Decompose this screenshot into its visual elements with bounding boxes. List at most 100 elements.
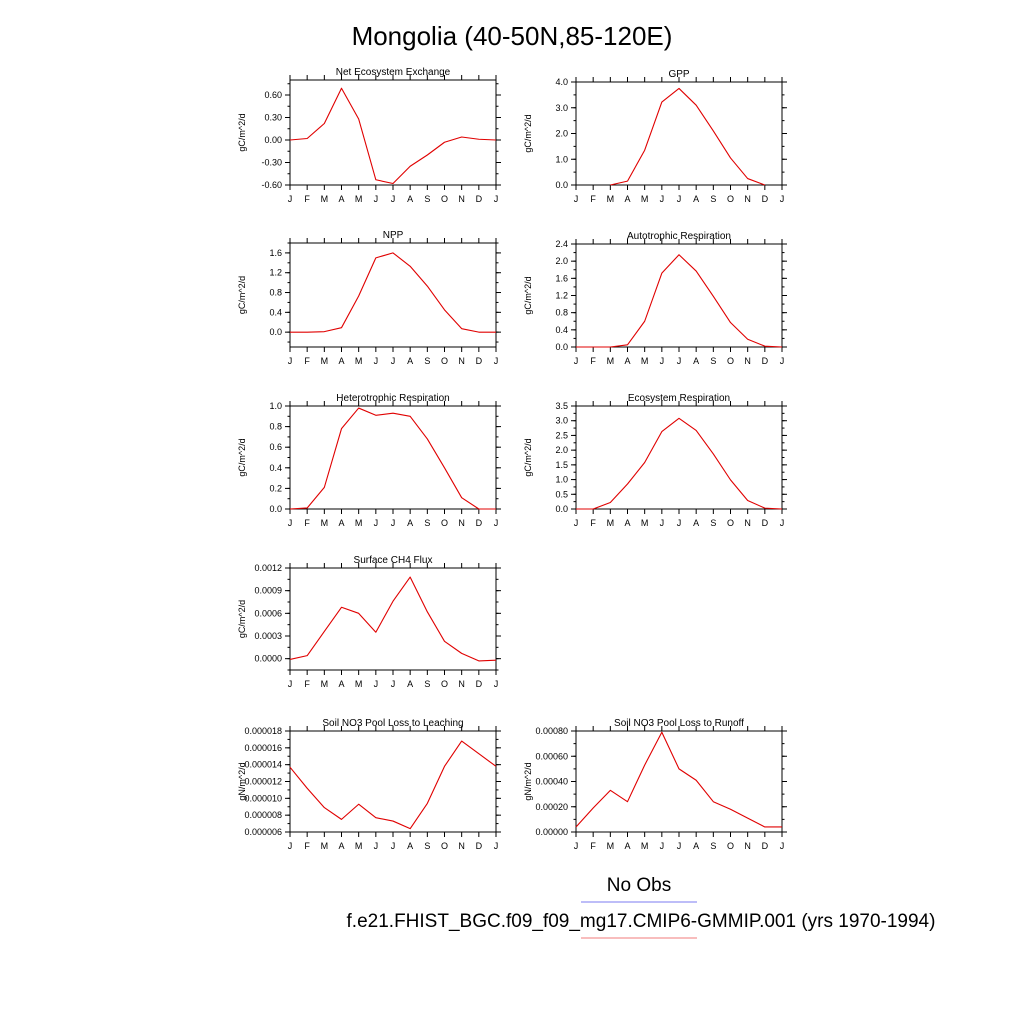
x-tick-label: A (624, 356, 630, 366)
y-axis-label: gC/m^2/d (523, 438, 533, 476)
x-tick-label: M (641, 194, 649, 204)
y-tick-label: 3.5 (555, 401, 568, 411)
x-tick-label: J (288, 518, 293, 528)
y-tick-label: 0.8 (269, 422, 282, 432)
panel-title: GPP (668, 69, 689, 80)
x-tick-label: J (391, 194, 396, 204)
x-tick-label: J (574, 356, 579, 366)
x-tick-label: D (476, 679, 483, 689)
plot-frame (575, 81, 783, 186)
y-tick-label: 0.4 (555, 325, 568, 335)
plot-frame (289, 405, 497, 510)
x-tick-label: M (321, 518, 329, 528)
x-tick-label: J (574, 841, 579, 851)
x-tick-label: S (424, 194, 430, 204)
y-tick-label: 0.000008 (244, 810, 282, 820)
y-tick-label: 0.2 (269, 483, 282, 493)
x-tick-label: J (391, 518, 396, 528)
x-tick-label: J (574, 518, 579, 528)
x-tick-label: N (458, 356, 465, 366)
x-tick-label: A (624, 841, 630, 851)
plot-frame (575, 243, 783, 348)
panel-title: Net Ecosystem Exchange (336, 67, 451, 78)
y-tick-label: 0.000018 (244, 726, 282, 736)
x-tick-label: J (374, 356, 379, 366)
x-tick-label: D (762, 194, 769, 204)
series-line (576, 417, 783, 510)
main-title: Mongolia (40-50N,85-120E) (352, 21, 673, 51)
series-line (290, 252, 496, 333)
y-tick-label: 0.00080 (535, 726, 568, 736)
y-tick-label: 0.0012 (254, 563, 282, 573)
x-tick-label: J (494, 679, 499, 689)
x-tick-label: M (641, 841, 649, 851)
series-line (289, 740, 497, 830)
x-tick-label: N (458, 679, 465, 689)
panel-title: Soil NO3 Pool Loss to Leaching (322, 718, 463, 729)
x-tick-label: F (304, 356, 310, 366)
y-tick-label: 1.0 (555, 475, 568, 485)
x-tick-label: S (710, 194, 716, 204)
x-tick-label: J (494, 194, 499, 204)
x-tick-label: D (476, 356, 483, 366)
y-tick-label: 0.4 (269, 463, 282, 473)
x-tick-label: A (407, 679, 413, 689)
x-tick-label: N (744, 841, 751, 851)
x-tick-label: N (744, 518, 751, 528)
y-tick-label: 0.5 (555, 489, 568, 499)
x-tick-label: D (762, 518, 769, 528)
plot-frame (575, 730, 783, 833)
x-tick-label: D (762, 356, 769, 366)
x-tick-label: A (338, 518, 344, 528)
y-tick-label: 0.30 (264, 113, 282, 123)
x-tick-label: N (744, 356, 751, 366)
y-tick-label: 0.0 (555, 342, 568, 352)
x-tick-label: A (693, 841, 699, 851)
y-axis-label: gC/m^2/d (237, 276, 247, 314)
x-tick-label: O (727, 356, 734, 366)
panel-title: Soil NO3 Pool Loss to Runoff (614, 718, 744, 729)
x-tick-label: A (338, 841, 344, 851)
x-tick-label: M (607, 518, 615, 528)
legend: No Obs f.e21.FHIST_BGC.f09_f09_mg17.CMIP… (347, 875, 935, 939)
y-tick-label: 0.00040 (535, 777, 568, 787)
y-tick-label: 1.5 (555, 460, 568, 470)
y-tick-label: 0.0003 (254, 631, 282, 641)
y-tick-label: -0.60 (261, 180, 282, 190)
y-tick-label: 2.5 (555, 430, 568, 440)
x-tick-label: O (727, 841, 734, 851)
x-tick-label: O (441, 356, 448, 366)
x-tick-label: A (624, 518, 630, 528)
x-tick-label: N (744, 194, 751, 204)
y-tick-label: 0.0009 (254, 586, 282, 596)
x-tick-label: J (288, 841, 293, 851)
series-line (610, 87, 766, 186)
y-tick-label: 0.00 (264, 135, 282, 145)
x-tick-label: J (374, 679, 379, 689)
x-tick-label: J (780, 194, 785, 204)
y-tick-label: 0.8 (269, 288, 282, 298)
y-tick-label: 1.6 (555, 273, 568, 283)
panel-title: Surface CH4 Flux (354, 555, 433, 566)
y-tick-label: 0.0 (555, 180, 568, 190)
x-tick-label: M (321, 194, 329, 204)
x-tick-label: J (677, 194, 682, 204)
x-tick-label: J (677, 356, 682, 366)
x-tick-label: S (710, 518, 716, 528)
x-tick-label: M (321, 841, 329, 851)
x-tick-label: J (660, 518, 665, 528)
x-tick-label: F (304, 679, 310, 689)
series-line (289, 576, 497, 662)
x-tick-label: M (607, 841, 615, 851)
y-tick-label: 0.0000 (254, 654, 282, 664)
y-tick-label: 3.0 (555, 103, 568, 113)
x-tick-label: D (476, 194, 483, 204)
x-tick-label: O (441, 518, 448, 528)
y-axis-label: gC/m^2/d (523, 276, 533, 314)
x-tick-label: J (374, 841, 379, 851)
